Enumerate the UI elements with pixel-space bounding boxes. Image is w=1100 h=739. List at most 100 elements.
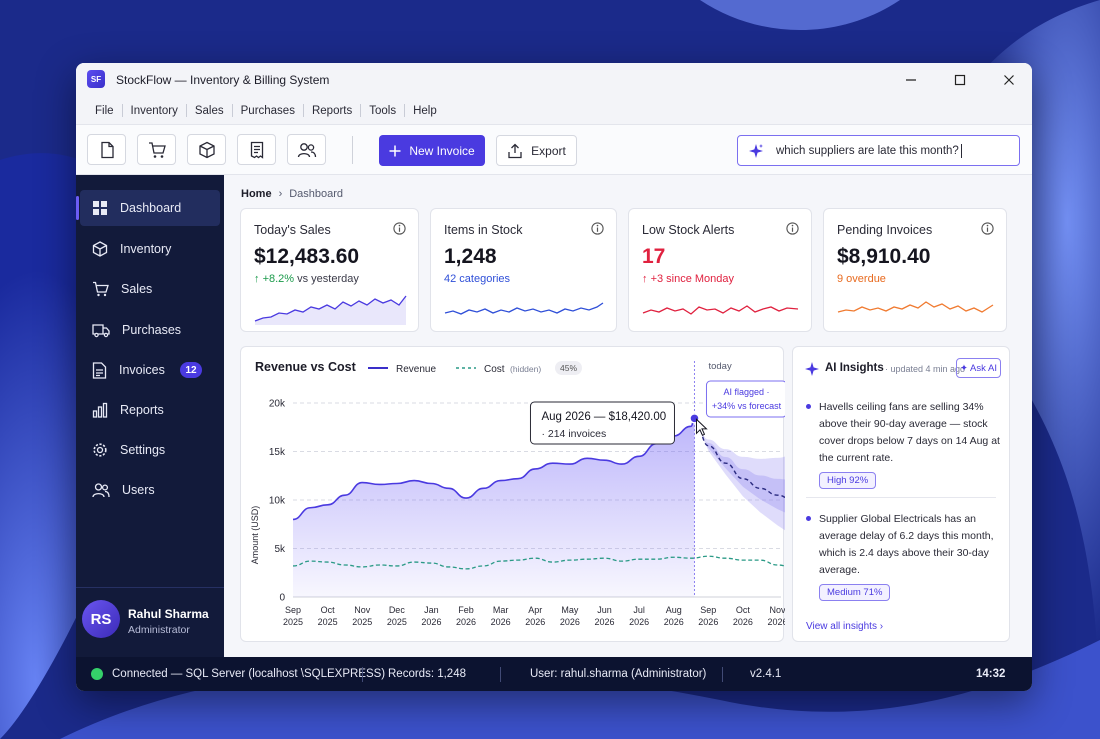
x-tick-year: 2025 — [352, 617, 372, 627]
menu-help[interactable]: Help — [413, 104, 437, 117]
sidebar-item-label: Settings — [120, 443, 166, 457]
chart-tooltip: Aug 2026 — $18,420.00 · 214 invoices — [529, 401, 675, 445]
main-content: Home › Dashboard Today's Sales $12,483.6… — [224, 175, 1032, 657]
clock: 14:32 — [976, 668, 1006, 680]
view-all-insights-link[interactable]: View all insights › — [806, 621, 884, 632]
kpi-card-low-stock-alerts[interactable]: Low Stock Alerts 17 ↑ +3 since Monday — [628, 208, 812, 332]
kpi-card-items-in-stock[interactable]: Items in Stock 1,248 42 categories — [430, 208, 617, 332]
sidebar-item-settings[interactable]: Settings — [80, 432, 220, 468]
ai-search-input[interactable]: which suppliers are late this month? — [737, 135, 1020, 166]
cart-button[interactable] — [137, 134, 176, 165]
info-icon[interactable] — [981, 222, 994, 235]
y-tick-label: 10k — [269, 496, 286, 507]
y-tick-label: 0 — [279, 593, 285, 604]
revenue-chart[interactable]: Revenue Cost (hidden) 45% Amount (USD) 0… — [241, 347, 785, 643]
app-version: v2.4.1 — [750, 668, 782, 680]
info-icon[interactable] — [393, 222, 406, 235]
maximize-icon — [954, 74, 966, 86]
menu-sales[interactable]: Sales — [194, 104, 224, 117]
sidebar-item-sales[interactable]: Sales — [80, 271, 220, 307]
x-tick-month: Aug — [666, 605, 682, 615]
card-value: 17 — [642, 245, 666, 268]
delta-value: +8.2% — [262, 273, 295, 285]
minimize-button[interactable] — [896, 68, 926, 92]
new-invoice-label: New Invoice — [409, 143, 475, 158]
user-name: Rahul Sharma — [128, 607, 209, 621]
user-role: Administrator — [128, 624, 190, 636]
forecast-line — [694, 417, 785, 499]
toolbar: New Invoice Export which suppliers are l… — [76, 125, 1032, 175]
x-tick-month: May — [561, 605, 579, 615]
avatar: RS — [82, 600, 120, 638]
chart-title: Revenue vs Cost — [255, 360, 356, 374]
menu-tools[interactable]: Tools — [369, 104, 397, 117]
sparkline-pending-invoices — [837, 301, 994, 313]
records-count: Records: 1,248 — [388, 668, 466, 680]
chart-legend: Revenue Cost (hidden) 45% — [368, 361, 582, 375]
sidebar-item-label: Invoices — [119, 363, 165, 377]
sidebar-item-label: Purchases — [122, 323, 182, 337]
ask-ai-button[interactable]: ✦ Ask AI — [956, 358, 1001, 378]
x-tick-year: 2026 — [525, 617, 545, 627]
x-tick-month: Mar — [493, 605, 509, 615]
x-tick-month: Nov — [770, 605, 785, 615]
kpi-card-todays-sales[interactable]: Today's Sales $12,483.60 ↑ +8.2% vs yest… — [240, 208, 419, 332]
x-tick-month: Apr — [528, 605, 542, 615]
menu-separator — [404, 104, 406, 117]
new-document-button[interactable] — [87, 134, 126, 165]
product-button[interactable] — [187, 134, 226, 165]
sidebar-item-reports[interactable]: Reports — [80, 392, 220, 428]
sidebar-item-purchases[interactable]: Purchases — [80, 312, 220, 348]
card-subtitle: 42 categories — [444, 273, 511, 285]
receipt-button[interactable] — [237, 134, 276, 165]
export-label: Export — [531, 143, 566, 158]
card-title: Pending Invoices — [837, 223, 933, 237]
new-invoice-button[interactable]: New Invoice — [379, 135, 485, 166]
card-delta: ↑ +3 since Monday — [642, 273, 734, 285]
today-label: today — [708, 361, 731, 372]
flag-line-1: AI flagged · — [723, 387, 769, 397]
x-tick-year: 2026 — [421, 617, 441, 627]
insight-item[interactable]: Havells ceiling fans are selling 34% abo… — [806, 399, 1002, 489]
sidebar-item-inventory[interactable]: Inventory — [80, 231, 220, 267]
app-window: SF StockFlow — Inventory & Billing Syste… — [76, 63, 1032, 691]
maximize-button[interactable] — [945, 68, 975, 92]
menu-reports[interactable]: Reports — [311, 104, 353, 117]
export-button[interactable]: Export — [496, 135, 577, 166]
kpi-card-pending-invoices[interactable]: Pending Invoices $8,910.40 9 overdue — [823, 208, 1007, 332]
x-tick-year: 2026 — [560, 617, 580, 627]
sidebar-item-invoices[interactable]: Invoices 12 — [80, 352, 220, 388]
gear-icon — [93, 443, 107, 457]
menu-inventory[interactable]: Inventory — [130, 104, 178, 117]
forecast-band — [694, 418, 785, 531]
sidebar-item-users[interactable]: Users — [80, 472, 220, 508]
chart-annotations: today AI flagged · +34% vs forecast Aug … — [529, 361, 785, 445]
menu-separator — [231, 104, 233, 117]
sidebar-item-label: Sales — [121, 282, 153, 296]
user-panel[interactable]: RS Rahul Sharma Administrator — [76, 587, 224, 657]
insights-updated: · updated 4 min ago — [885, 364, 966, 374]
y-tick-label: 5k — [274, 544, 286, 555]
confidence-badge: Medium 71% — [819, 584, 891, 601]
sidebar-item-dashboard[interactable]: Dashboard — [76, 190, 220, 226]
status-separator — [362, 667, 363, 682]
insight-bullet — [806, 516, 811, 521]
info-icon[interactable] — [591, 222, 604, 235]
menu-purchases[interactable]: Purchases — [240, 104, 295, 117]
users-icon — [297, 142, 316, 157]
sidebar-item-label: Inventory — [120, 242, 172, 256]
breadcrumb-home[interactable]: Home — [241, 188, 272, 200]
insight-item[interactable]: Supplier Global Electricals has an avera… — [806, 511, 1002, 601]
x-tick-year: 2026 — [629, 617, 649, 627]
info-icon[interactable] — [786, 222, 799, 235]
card-title: Low Stock Alerts — [642, 223, 735, 237]
customers-button[interactable] — [287, 134, 326, 165]
cost-line — [292, 555, 785, 570]
ai-flag-annotation[interactable]: AI flagged · +34% vs forecast — [705, 380, 785, 418]
card-value: $12,483.60 — [254, 245, 360, 268]
arrow-up-icon: ↑ — [642, 273, 648, 285]
close-button[interactable] — [994, 68, 1024, 92]
revenue-chart-panel: Revenue vs Cost Revenue Cost (hidden) 45… — [240, 346, 785, 643]
menu-file[interactable]: File — [95, 104, 114, 117]
insights-title: AI Insights — [825, 362, 884, 374]
